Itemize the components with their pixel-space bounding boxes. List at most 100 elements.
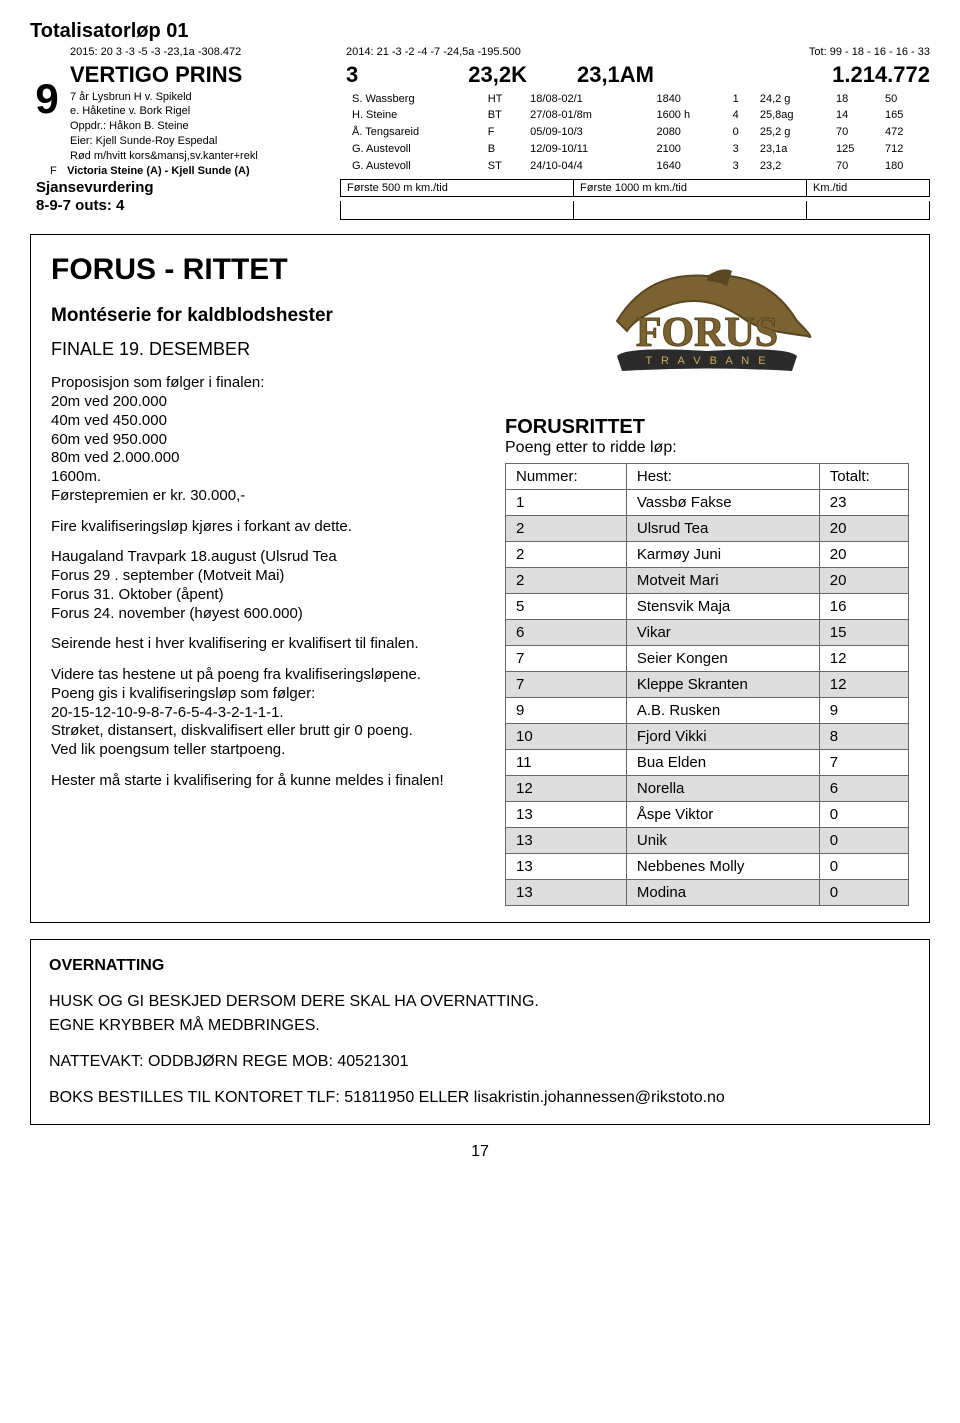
points-cell: 5 [506,593,627,619]
points-cell: 10 [506,723,627,749]
points-cell: 13 [506,801,627,827]
stats-2014: 2014: 21 -3 -2 -4 -7 -24,5a -195.500 [346,45,809,60]
points-cell: 6 [819,775,908,801]
sjanse-h2: Første 1000 m km./tid [574,180,807,196]
points-cell: Motveit Mari [626,567,819,593]
points-cell: 0 [819,853,908,879]
page-number: 17 [30,1143,930,1161]
results-cell: BT [484,108,524,123]
points-cell: Stensvik Maja [626,593,819,619]
points-cell: Ulsrud Tea [626,515,819,541]
results-table: S. WassbergHT18/08-02/11840124,2 g1850H.… [346,90,930,176]
big-num: 3 [346,60,358,90]
points-row: 7Kleppe Skranten12 [506,671,909,697]
money: 1.214.772 [832,60,930,90]
results-cell: ST [484,159,524,174]
points-cell: 13 [506,879,627,905]
results-cell: 05/09-10/3 [526,125,650,140]
stats-2015: 2015: 20 3 -3 -5 -3 -23,1a -308.472 [70,45,340,60]
points-row: 10Fjord Vikki8 [506,723,909,749]
results-cell: S. Wassberg [348,92,482,107]
overnatting-box: OVERNATTING HUSK OG GI BESKJED DERSOM DE… [30,939,930,1125]
points-cell: Nebbenes Molly [626,853,819,879]
points-cell: Kleppe Skranten [626,671,819,697]
results-cell: 50 [881,92,928,107]
points-cell: A.B. Rusken [626,697,819,723]
forus-sub2: FINALE 19. DESEMBER [51,338,481,361]
results-row: G. AustevollB12/09-10/112100323,1a125712 [348,142,928,157]
logo-ribbon-text: T R A V B A N E [645,355,768,367]
points-row: 7Seier Kongen12 [506,645,909,671]
points-cell: Vassbø Fakse [626,489,819,515]
sjanse-label-2: 8-9-7 outs: 4 [36,197,340,215]
results-cell: 180 [881,159,928,174]
horse-number: 9 [30,45,64,179]
points-cell: 2 [506,541,627,567]
points-cell: 7 [506,645,627,671]
results-cell: Å. Tengsareid [348,125,482,140]
forus-p1: Proposisjon som følger i finalen: 20m ve… [51,374,481,505]
points-cell: 6 [506,619,627,645]
horse-colors: Rød m/hvitt kors&mansj,sv.kanter+rekl [70,149,340,164]
results-cell: 472 [881,125,928,140]
forus-p4: Seirende hest i hver kvalifisering er kv… [51,635,481,654]
overnatting-l3: NATTEVAKT: ODDBJØRN REGE MOB: 40521301 [49,1050,911,1074]
points-cell: 11 [506,749,627,775]
horse-pedigree-1: 7 år Lysbrun H v. Spikeld [70,90,340,105]
points-row: 13Modina0 [506,879,909,905]
sjanse-blank-2 [574,201,807,219]
points-header-cell: Totalt: [819,463,908,489]
points-cell: 8 [819,723,908,749]
results-cell: 1 [729,92,754,107]
overnatting-l2: EGNE KRYBBER MÅ MEDBRINGES. [49,1014,911,1038]
forus-p5: Videre tas hestene ut på poeng fra kvali… [51,666,481,760]
points-row: 6Vikar15 [506,619,909,645]
sjanse-h3: Km./tid [807,180,929,196]
results-cell: 70 [832,125,879,140]
overnatting-title: OVERNATTING [49,954,911,978]
horse-owner: Eier: Kjell Sunde-Roy Espedal [70,134,340,149]
points-header-cell: Nummer: [506,463,627,489]
points-cell: Unik [626,827,819,853]
results-cell: 25,8ag [756,108,830,123]
points-cell: Norella [626,775,819,801]
right-sub: Poeng etter to ridde løp: [505,439,909,457]
results-cell: 712 [881,142,928,157]
points-cell: 23 [819,489,908,515]
points-cell: 7 [819,749,908,775]
forus-box: FORUS - RITTET Montéserie for kaldblodsh… [30,234,930,923]
results-cell: 2100 [652,142,726,157]
horse-name: VERTIGO PRINS [70,60,242,90]
points-cell: 20 [819,515,908,541]
points-row: 2Motveit Mari20 [506,567,909,593]
results-cell: 23,2 [756,159,830,174]
forus-p3: Haugaland Travpark 18.august (Ulsrud Tea… [51,548,481,623]
points-row: 11Bua Elden7 [506,749,909,775]
points-cell: Modina [626,879,819,905]
points-cell: 2 [506,515,627,541]
f-marker: F [50,164,64,179]
points-cell: 15 [819,619,908,645]
results-cell: 14 [832,108,879,123]
points-row: 13Unik0 [506,827,909,853]
results-cell: 18/08-02/1 [526,92,650,107]
results-row: G. AustevollST24/10-04/41640323,270180 [348,159,928,174]
points-row: 12Norella6 [506,775,909,801]
points-row: 13Nebbenes Molly0 [506,853,909,879]
points-cell: 9 [506,697,627,723]
results-cell: 3 [729,142,754,157]
points-cell: 0 [819,879,908,905]
points-cell: 1 [506,489,627,515]
points-cell: 13 [506,827,627,853]
results-cell: 12/09-10/11 [526,142,650,157]
forus-p6: Hester må starte i kvalifisering for å k… [51,772,481,791]
results-cell: 24,2 g [756,92,830,107]
race-title: Totalisatorløp 01 [30,20,930,43]
results-row: Å. TengsareidF05/09-10/32080025,2 g70472 [348,125,928,140]
overnatting-l4: BOKS BESTILLES TIL KONTORET TLF: 5181195… [49,1086,911,1110]
results-cell: 125 [832,142,879,157]
results-cell: 25,2 g [756,125,830,140]
race-header: Totalisatorløp 01 9 2015: 20 3 -3 -5 -3 … [30,20,930,220]
forus-title: FORUS - RITTET [51,251,481,289]
points-cell: 12 [506,775,627,801]
